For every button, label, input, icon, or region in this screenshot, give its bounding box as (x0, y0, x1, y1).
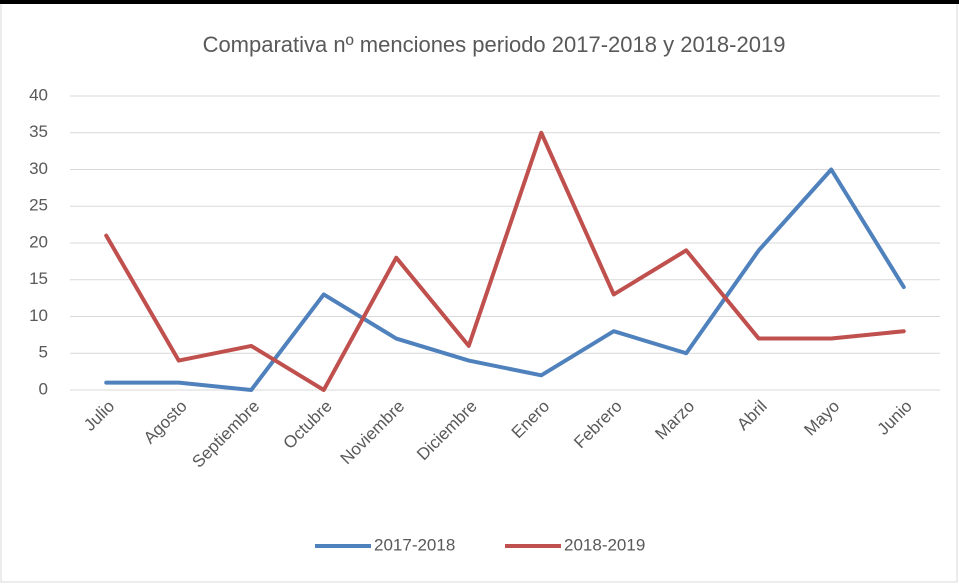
legend-label: 2017-2018 (374, 535, 455, 554)
y-tick-label: 5 (39, 343, 48, 362)
y-tick-label: 35 (29, 122, 48, 141)
y-tick-label: 20 (29, 232, 48, 251)
y-tick-label: 0 (39, 379, 48, 398)
data-line (104, 130, 906, 392)
y-tick-label: 30 (29, 159, 48, 178)
y-tick-label: 10 (29, 306, 48, 325)
chart-title: Comparativa nº menciones periodo 2017-20… (203, 32, 786, 57)
y-tick-label: 25 (29, 196, 48, 215)
y-tick-label: 15 (29, 269, 48, 288)
legend-label: 2018-2019 (564, 535, 645, 554)
y-tick-label: 40 (29, 85, 48, 104)
data-line (104, 167, 906, 392)
